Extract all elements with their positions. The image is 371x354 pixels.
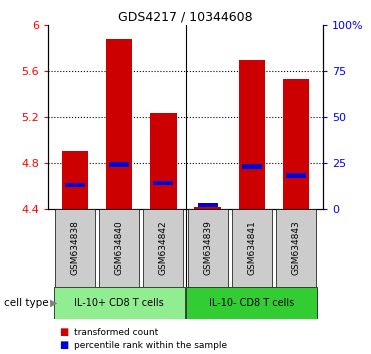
Bar (55, 209, 95, 287)
Bar (65, 183, 85, 187)
Bar (276, 209, 316, 287)
Bar (153, 181, 173, 185)
Title: GDS4217 / 10344608: GDS4217 / 10344608 (118, 11, 253, 24)
Bar (99, 209, 139, 287)
Bar (198, 203, 218, 207)
Bar (188, 209, 227, 287)
Text: GSM634838: GSM634838 (70, 220, 79, 275)
Text: transformed count: transformed count (74, 327, 158, 337)
Bar (62, 152, 88, 209)
Text: cell type: cell type (4, 298, 48, 308)
Bar (286, 173, 306, 178)
Bar (283, 79, 309, 209)
Bar (150, 113, 177, 209)
Text: GSM634843: GSM634843 (292, 221, 301, 275)
Text: ▶: ▶ (50, 298, 58, 308)
Bar (106, 39, 132, 209)
Bar (144, 209, 183, 287)
Text: ■: ■ (59, 327, 69, 337)
Bar (194, 207, 221, 209)
Bar (242, 164, 262, 169)
Text: GSM634839: GSM634839 (203, 220, 212, 275)
Text: GSM634842: GSM634842 (159, 221, 168, 275)
Text: GSM634841: GSM634841 (247, 221, 256, 275)
Text: GSM634840: GSM634840 (115, 221, 124, 275)
Text: percentile rank within the sample: percentile rank within the sample (74, 341, 227, 350)
Text: IL-10+ CD8 T cells: IL-10+ CD8 T cells (74, 298, 164, 308)
Bar (186, 287, 318, 319)
Bar (53, 287, 185, 319)
Bar (239, 61, 265, 209)
Text: ■: ■ (59, 340, 69, 350)
Text: IL-10- CD8 T cells: IL-10- CD8 T cells (209, 298, 295, 308)
Bar (232, 209, 272, 287)
Bar (109, 162, 129, 167)
